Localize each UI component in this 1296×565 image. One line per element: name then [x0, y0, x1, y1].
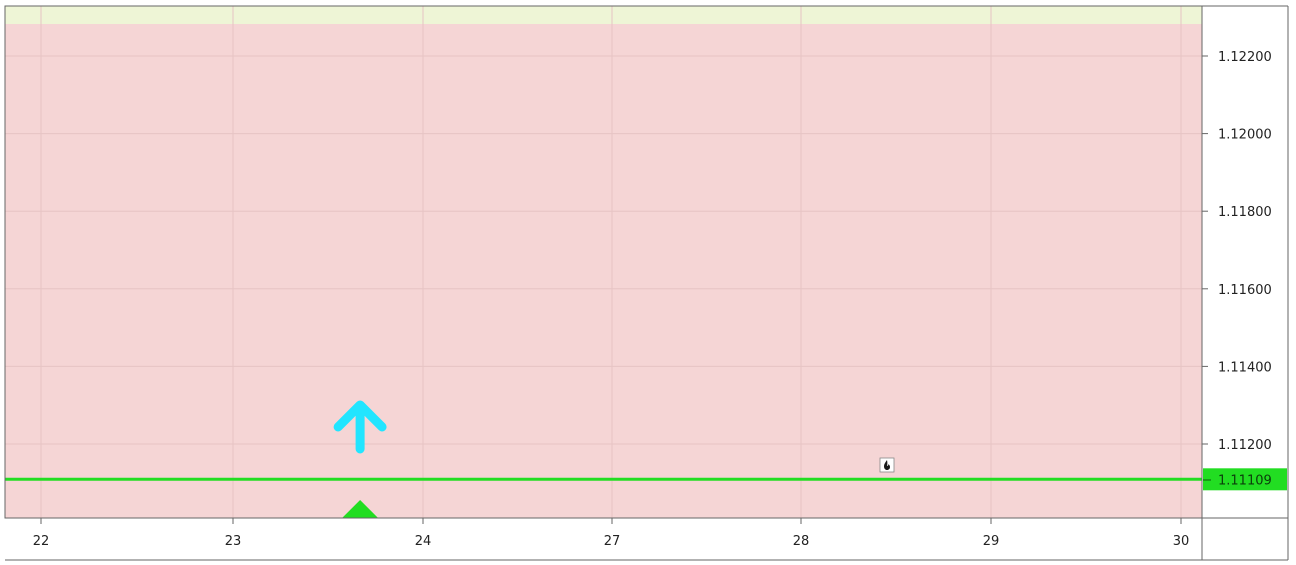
time-axis: 22 23 24 27 28 29 30 — [33, 518, 1190, 549]
grid-lines — [5, 6, 1202, 518]
x-tick-label: 22 — [33, 534, 50, 549]
x-tick-label: 30 — [1173, 534, 1190, 549]
up-arrow-icon — [333, 400, 387, 454]
x-tick-label: 27 — [604, 534, 621, 549]
y-tick-label: 1.12000 — [1218, 128, 1272, 143]
flame-icon — [879, 457, 895, 473]
markers-layer — [333, 400, 387, 518]
x-tick-label: 23 — [225, 534, 242, 549]
y-tick-label: 1.11600 — [1218, 283, 1272, 298]
x-tick-label: 29 — [983, 534, 1000, 549]
y-tick-label: 1.11400 — [1218, 360, 1272, 375]
level-price-text: 1.11109 — [1218, 473, 1272, 488]
x-tick-label: 28 — [793, 534, 810, 549]
y-tick-label: 1.12200 — [1218, 50, 1272, 65]
level-price-label: 1.11109 — [1203, 468, 1287, 491]
bearish-zone — [5, 24, 1202, 518]
y-tick-label: 1.11200 — [1218, 438, 1272, 453]
price-axis: 1.11200 1.11400 1.11600 1.11800 1.12000 1.122… — [1202, 50, 1272, 453]
y-tick-label: 1.11800 — [1218, 205, 1272, 220]
triangle-up-icon — [342, 500, 379, 518]
bullish-zone — [5, 6, 1202, 24]
x-tick-label: 24 — [415, 534, 432, 549]
